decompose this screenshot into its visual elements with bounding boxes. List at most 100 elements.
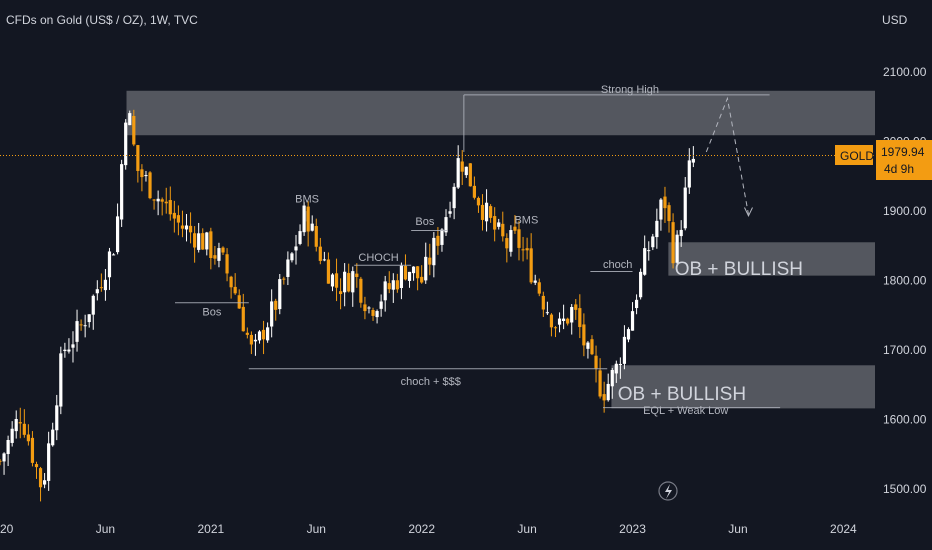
- candle: [525, 237, 529, 260]
- candle: [209, 227, 213, 270]
- candle: [294, 234, 298, 265]
- candle: [517, 220, 521, 261]
- candle: [286, 251, 290, 286]
- x-tick-label: 2024: [830, 522, 857, 536]
- candle: [14, 410, 18, 439]
- eql-weak-low-label: EQL + Weak Low: [643, 405, 728, 417]
- countdown-label: 4d 9h: [884, 162, 914, 176]
- candle: [375, 309, 379, 324]
- projection-arrowhead: [744, 207, 753, 218]
- candle: [626, 327, 631, 343]
- candle: [91, 294, 95, 330]
- candle: [484, 189, 489, 232]
- candle: [197, 222, 201, 253]
- y-tick-label: 1700.00: [883, 343, 927, 357]
- candle: [302, 201, 306, 236]
- y-tick-label: 1800.00: [883, 274, 927, 288]
- x-tick-label: Jun: [96, 522, 115, 536]
- candle: [671, 213, 675, 269]
- candle: [47, 431, 51, 491]
- candle: [334, 258, 339, 302]
- candle: [2, 452, 6, 475]
- currency-label: USD: [882, 13, 908, 27]
- candle: [687, 148, 691, 194]
- candle: [448, 201, 452, 218]
- candle: [176, 205, 181, 236]
- candle: [643, 235, 647, 276]
- candle: [411, 266, 416, 281]
- candle: [168, 186, 172, 221]
- choch-sss-label: choch + $$$: [401, 376, 461, 388]
- candle: [464, 166, 468, 178]
- candle: [18, 407, 22, 439]
- candle: [557, 312, 562, 333]
- candle: [351, 266, 355, 307]
- price-badge: GOLD 1979.94 4d 9h: [835, 140, 932, 180]
- candle: [22, 409, 26, 438]
- candle: [188, 212, 193, 244]
- candle: [180, 210, 185, 238]
- y-tick-label: 1500.00: [883, 482, 927, 496]
- candle: [610, 367, 614, 399]
- candle: [310, 215, 314, 232]
- candle: [318, 237, 322, 265]
- bms2-label: BMS: [514, 215, 538, 227]
- candle: [87, 314, 91, 328]
- candle: [193, 226, 197, 263]
- candle: [562, 304, 566, 330]
- candle: [634, 294, 639, 315]
- candle: [326, 252, 331, 284]
- ob-bullish-zone-lower: [611, 365, 875, 409]
- candle: [71, 331, 75, 363]
- candle: [128, 110, 132, 126]
- candle: [34, 461, 39, 479]
- candle: [529, 233, 533, 285]
- candle: [144, 170, 148, 182]
- candle: [245, 327, 249, 339]
- price-badge-bg: [876, 140, 932, 180]
- candle: [509, 225, 513, 257]
- x-tick-label: Jun: [728, 522, 747, 536]
- candle: [630, 302, 635, 331]
- lightning-icon[interactable]: [658, 481, 678, 501]
- candle: [132, 109, 136, 147]
- candle: [622, 325, 627, 370]
- candle: [249, 331, 253, 355]
- candle: [655, 208, 659, 249]
- candle: [424, 242, 428, 284]
- x-tick-label: 2020: [0, 522, 14, 536]
- candle: [164, 187, 168, 214]
- candle: [456, 145, 460, 190]
- symbol-badge: GOLD: [840, 149, 874, 163]
- candle: [505, 233, 509, 263]
- candle: [274, 298, 278, 321]
- candle: [399, 262, 404, 300]
- candle: [290, 252, 294, 263]
- candle: [55, 394, 59, 441]
- candle: [436, 227, 440, 255]
- zones-layer: [126, 90, 875, 409]
- candle: [472, 176, 476, 200]
- candle: [298, 224, 302, 246]
- x-tick-label: 2021: [197, 522, 224, 536]
- candle: [476, 196, 481, 213]
- candle: [221, 246, 225, 256]
- candle: [545, 301, 549, 315]
- candle: [387, 271, 391, 294]
- candle: [184, 214, 189, 242]
- candle: [160, 197, 164, 216]
- candle: [115, 203, 120, 255]
- candle: [270, 289, 274, 338]
- annotation-lines-layer: [0, 94, 876, 409]
- ob-bullish-zone-upper: [668, 242, 875, 276]
- candles-layer: [0, 109, 695, 502]
- projection-arrow: [705, 96, 749, 215]
- candle: [379, 294, 383, 317]
- candle: [172, 200, 176, 233]
- candle: [675, 230, 679, 266]
- x-axis[interactable]: 2020 Jun 2021 Jun 2022 Jun 2023 Jun 2024: [0, 522, 857, 536]
- candle: [618, 357, 622, 379]
